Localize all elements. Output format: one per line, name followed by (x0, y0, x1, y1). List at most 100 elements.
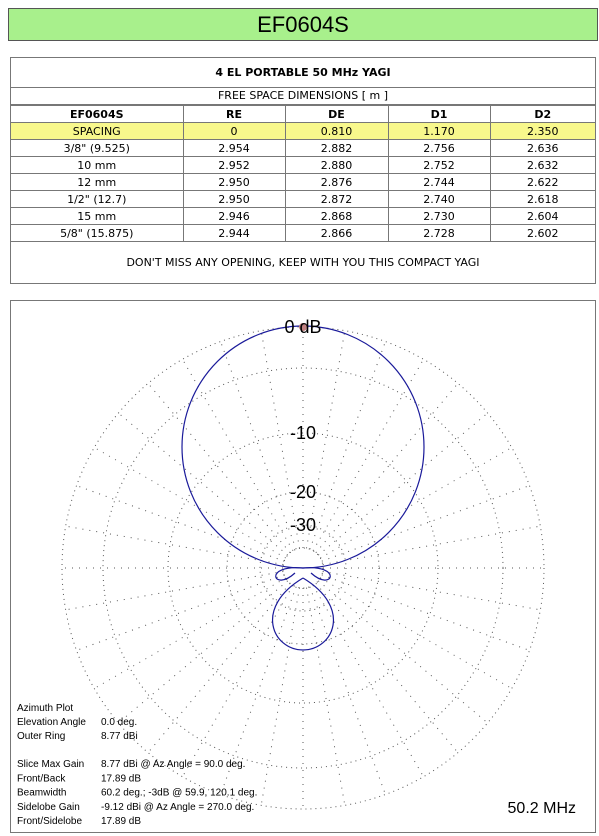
table-cell: 2.730 (387, 207, 491, 225)
table-row: 10 mm 2.952 2.880 2.752 2.632 (11, 156, 595, 174)
grid-spoke (147, 582, 291, 753)
table-cell: 2.632 (489, 156, 595, 174)
table-cell: 1/2" (12.7) (11, 190, 184, 208)
grid-spoke (94, 447, 286, 559)
ring-label: -30 (290, 515, 316, 535)
table-cell: D2 (489, 105, 595, 123)
grid-spoke (118, 580, 289, 724)
table-cell: 3/8" (9.525) (11, 139, 184, 157)
table-cell: 2.636 (489, 139, 595, 157)
table-cell: RE (182, 105, 286, 123)
grid-spoke (309, 341, 386, 550)
info-label: Beamwidth (17, 788, 66, 799)
grid-spoke (320, 447, 512, 559)
header-title: EF0604S (8, 8, 598, 41)
table-footer: DON'T MISS ANY OPENING, KEEP WITH YOU TH… (126, 256, 480, 269)
table-cell: DE (284, 105, 389, 123)
table-cell: 0 (182, 122, 286, 140)
table-cell: 2.868 (284, 207, 389, 225)
grid-spoke (260, 587, 301, 806)
table-row: EF0604S RE DE D1 D2 (11, 105, 595, 123)
grid-spoke (65, 525, 284, 566)
info-label: Front/Back (17, 773, 66, 784)
ring-label: -10 (290, 423, 316, 443)
grid-spoke (312, 359, 424, 551)
grid-spoke (118, 412, 289, 556)
table-cell: 2.946 (182, 207, 286, 225)
table-cell: 2.950 (182, 173, 286, 191)
table-cell: SPACING (11, 122, 184, 140)
grid-spoke (320, 577, 512, 689)
table: EF0604S RE DE D1 D2 SPACING 0 0.810 1.170 2.350 3/… (11, 105, 595, 242)
table-cell: 2.872 (284, 190, 389, 208)
table-cell: 2.604 (489, 207, 595, 225)
dimension-table: 4 EL PORTABLE 50 MHz YAGI FREE SPACE DIM… (10, 57, 596, 284)
plot-frame: 0 dB -10 -20 -30 Azimuth Plot Elevation Angle… (10, 300, 596, 833)
info-value: -9.12 dBi @ Az Angle = 270.0 deg. (101, 802, 254, 813)
table-cell: 2.882 (284, 139, 389, 157)
side-lobes (275, 567, 331, 581)
table-cell: 2.740 (387, 190, 491, 208)
grid-spoke (315, 383, 459, 554)
grid-ring (259, 524, 347, 612)
info-title: Azimuth Plot (17, 703, 73, 714)
grid-spoke (315, 582, 459, 753)
grid-spoke (76, 574, 285, 651)
polar-plot: 0 dB -10 -20 -30 Azimuth Plot Elevation Angle… (17, 317, 576, 827)
grid-spoke (76, 485, 285, 562)
ring-label: -20 (290, 482, 316, 502)
table-row: 1/2" (12.7) 2.950 2.872 2.740 2.618 (11, 190, 595, 208)
table-title: 4 EL PORTABLE 50 MHz YAGI (11, 58, 595, 88)
table-cell: 2.350 (489, 122, 595, 140)
frequency: 50.2 MHz (508, 800, 576, 817)
grid-spoke (312, 585, 424, 777)
table-row: 5/8" (15.875) 2.944 2.866 2.728 2.602 (11, 224, 595, 242)
info-value: 60.2 deg.; -3dB @ 59.9, 120.1 deg. (101, 788, 257, 799)
grid-spoke (65, 570, 284, 611)
info-value: 8.77 dBi (101, 731, 138, 742)
table-cell: 2.618 (489, 190, 595, 208)
grid-spoke (317, 580, 488, 724)
table-cell: 2.866 (284, 224, 389, 242)
table-cell: 2.756 (387, 139, 491, 157)
table-cell: 0.810 (284, 122, 389, 140)
info-label: Sidelobe Gain (17, 802, 80, 813)
grid-spoke (182, 359, 294, 551)
table-cell: 2.622 (489, 173, 595, 191)
grid-spoke (322, 570, 541, 611)
grid-spoke (147, 383, 291, 554)
table-cell: 2.954 (182, 139, 286, 157)
grid-spoke (321, 574, 530, 651)
table-row: 15 mm 2.946 2.868 2.730 2.604 (11, 207, 595, 225)
table-cell: 2.952 (182, 156, 286, 174)
grid-spoke (309, 586, 386, 795)
grid-spoke (321, 485, 530, 562)
grid-spoke (317, 412, 488, 556)
info-value: 17.89 dB (101, 773, 141, 784)
info-label: Front/Sidelobe (17, 816, 82, 827)
grid-spoke (94, 577, 286, 689)
table-cell: 15 mm (11, 207, 184, 225)
table-row: 3/8" (9.525) 2.954 2.882 2.756 2.636 (11, 139, 595, 157)
peak-dot (299, 323, 307, 331)
table-row: SPACING 0 0.810 1.170 2.350 (11, 122, 595, 140)
info-label: Elevation Angle (17, 717, 86, 728)
grid-ring (102, 367, 504, 769)
table-cell: 12 mm (11, 173, 184, 191)
grid-spoke (182, 585, 294, 777)
table-row: 12 mm 2.950 2.876 2.744 2.622 (11, 173, 595, 191)
table-cell: 1.170 (387, 122, 491, 140)
info-value: 0.0 deg. (101, 717, 137, 728)
table-cell: 2.880 (284, 156, 389, 174)
table-cell: 5/8" (15.875) (11, 224, 184, 242)
table-cell: D1 (387, 105, 491, 123)
grid-spoke (305, 587, 346, 806)
table-cell: 2.950 (182, 190, 286, 208)
table-cell: EF0604S (11, 105, 184, 123)
table-subtitle: FREE SPACE DIMENSIONS [ m ] (11, 88, 595, 105)
table-cell: 2.728 (387, 224, 491, 242)
info-label: Slice Max Gain (17, 759, 84, 770)
ring-label: 0 dB (284, 317, 321, 337)
grid-spoke (220, 341, 297, 550)
